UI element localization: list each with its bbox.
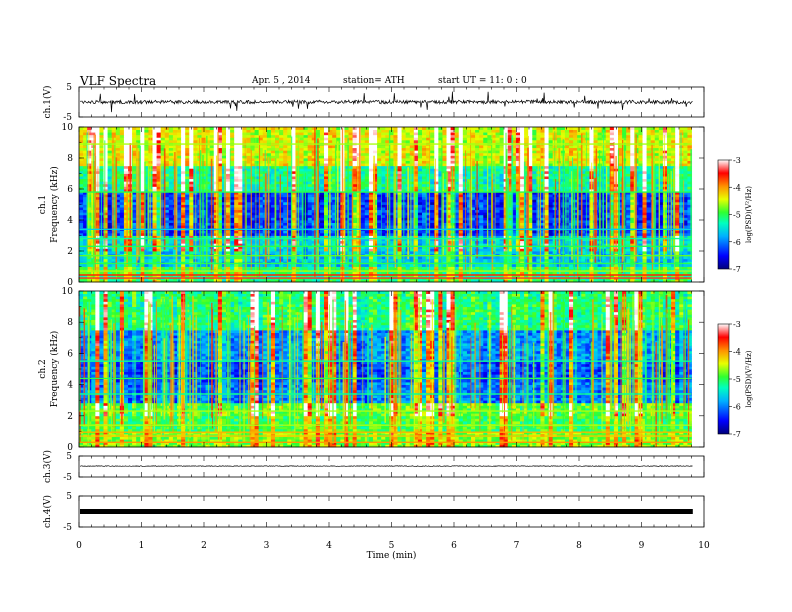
ch2-spectrogram-ytick: 10 — [62, 287, 74, 297]
ch2-spectrogram-ylabel: Frequency (kHz) — [49, 331, 60, 408]
ch2-spectrogram-ytick: 0 — [67, 443, 73, 453]
header-start-time: start UT = 11: 0 : 0 — [438, 76, 527, 86]
ch1-spectrogram-colorbar-tick: -6 — [733, 238, 741, 247]
ch2-spectrogram-colorbar-tick: -6 — [733, 403, 741, 412]
xtick-label: 5 — [389, 541, 395, 551]
ch2-spectrogram-ytick: 8 — [67, 318, 73, 328]
header-date: Apr. 5 , 2014 — [252, 76, 311, 86]
xtick-label: 4 — [326, 541, 332, 551]
ch2-spectrogram-colorbar-tick: -4 — [733, 348, 741, 357]
ch3-waveform-ytick-top: 5 — [66, 452, 72, 462]
ch1-spectrogram-colorbar-label: log(PSD)(V²/Hz) — [745, 186, 753, 243]
xtick-label: 3 — [264, 541, 270, 551]
ch4-trace — [80, 509, 693, 514]
ch2-spectrogram-colorbar — [717, 323, 730, 435]
ch1-spectrogram-ytick: 10 — [62, 123, 74, 133]
xtick-label: 0 — [76, 541, 82, 551]
ch1-spectrogram-colorbar-tick: -4 — [733, 183, 741, 192]
ch1-spectrogram-colorbar — [717, 159, 730, 270]
ch2-spectrogram-ytick: 6 — [67, 349, 73, 359]
ch2-spectrogram-colorbar-label: log(PSD)(V²/Hz) — [745, 350, 753, 407]
xtick-label: 6 — [451, 541, 457, 551]
xtick-label: 1 — [139, 541, 145, 551]
xtick-label: 7 — [514, 541, 520, 551]
ch1-waveform-ytick-bottom: -5 — [63, 113, 72, 123]
ch4-waveform-ylabel: ch.4(V) — [42, 495, 53, 528]
xtick-label: 2 — [201, 541, 207, 551]
ch4-waveform-ytick-bottom: -5 — [63, 523, 72, 533]
ch1-heatmap — [79, 127, 693, 283]
ch1-spectrogram-ylabel: Frequency (kHz) — [49, 166, 60, 243]
ch1-spectrogram-ytick: 0 — [67, 278, 73, 288]
ch2-spectrogram-ytick: 2 — [67, 412, 73, 422]
ch1-waveform-ylabel: ch.1(V) — [42, 86, 53, 119]
ch2-spectrogram-colorbar-tick: -7 — [733, 430, 741, 439]
ch1-waveform-ytick-top: 5 — [66, 83, 72, 93]
ch2-spectrogram-ytick: 4 — [67, 381, 73, 391]
ch2-spectrogram-colorbar-tick: -5 — [733, 375, 741, 384]
xtick-label: 8 — [576, 541, 582, 551]
ch1-spectrogram-colorbar-tick: -5 — [733, 211, 741, 220]
ch1-spectrogram-ytick: 6 — [67, 185, 73, 195]
ch1-trace — [79, 91, 693, 113]
figure-title: VLF Spectra — [80, 74, 157, 88]
ch3-waveform-ylabel: ch.3(V) — [42, 450, 53, 483]
ch2-spectrogram-colorbar-tick: -3 — [733, 320, 741, 329]
xtick-label: 10 — [698, 541, 710, 551]
ch1-spectrogram-ytick: 4 — [67, 216, 73, 226]
xtick-label: 9 — [639, 541, 645, 551]
ch1-spectrogram-colorbar-tick: -3 — [733, 156, 741, 165]
ch2-heatmap — [78, 291, 692, 448]
ch3-trace — [79, 465, 693, 467]
ch3-waveform-ytick-bottom: -5 — [63, 473, 72, 483]
xaxis-label: Time (min) — [367, 550, 417, 561]
ch1-spectrogram-ytick: 2 — [67, 247, 73, 257]
ch1-spectrogram-colorbar-tick: -7 — [733, 265, 741, 274]
ch2-spectrogram-channel-label: ch.2 — [38, 359, 48, 378]
header-station: station= ATH — [343, 76, 405, 86]
ch1-spectrogram-ytick: 8 — [67, 154, 73, 164]
ch4-waveform-ytick-top: 5 — [66, 492, 72, 502]
ch1-spectrogram-channel-label: ch.1 — [38, 195, 48, 214]
